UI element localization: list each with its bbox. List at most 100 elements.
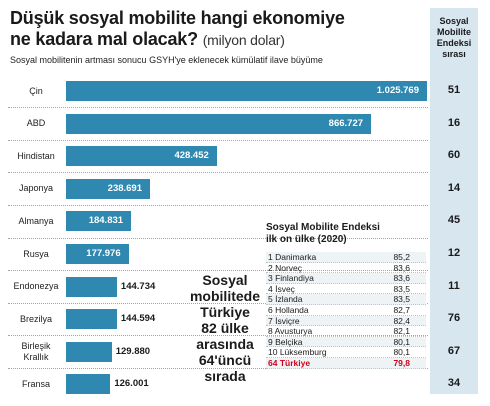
category-label: Rusya	[23, 248, 49, 259]
note-line: 64'üncü	[198, 352, 252, 368]
table-value: 82,7	[393, 304, 410, 315]
table-country: 64 Türkiye	[268, 357, 311, 368]
top10-table: 1 Danimarka 85,2 2 Norveç 83,6 3 Finlandiya 8…	[266, 252, 426, 369]
value-label: 126.001	[114, 378, 149, 390]
index-rank: 67	[447, 344, 461, 357]
bar	[66, 309, 117, 330]
category-label: Çin	[29, 85, 43, 96]
title-line-1: Düşük sosyal mobilite hangi ekonomiye	[10, 8, 345, 28]
table-value: 79,8	[393, 357, 410, 368]
table-value: 83,6	[393, 273, 410, 284]
category-label: Brezilya	[19, 313, 52, 324]
index-rank: 51	[447, 84, 461, 96]
row-separator	[8, 237, 428, 239]
category-label: Almanya	[18, 215, 54, 226]
category-label: ABD	[26, 118, 46, 129]
table-country: 7 İsviçre	[268, 315, 300, 326]
value-label: 866.727	[328, 117, 364, 129]
index-rank: 16	[447, 116, 461, 129]
table-country: 2 Norveç	[268, 262, 303, 273]
note-line: mobilitede	[189, 288, 260, 304]
title-line-2-text: ne kadara mal olacak?	[10, 29, 198, 49]
table-value: 82,4	[393, 315, 410, 326]
chart-title: Düşük sosyal mobilite hangi ekonomiye ne…	[10, 8, 425, 51]
table-row: 7 İsviçre 82,4	[266, 315, 426, 327]
table-row: 6 Hollanda 82,7	[266, 305, 426, 316]
table-value: 80,1	[393, 347, 410, 358]
category-label: Endonezya	[13, 281, 59, 292]
row-separator	[8, 270, 428, 272]
note-line: Sosyal	[202, 272, 248, 288]
top10-table-title: Sosyal Mobilite Endeksi ilk on ülke (202…	[266, 222, 416, 246]
index-rank: 45	[447, 214, 461, 227]
category-label: Japonya	[18, 183, 54, 194]
row-separator	[8, 302, 428, 304]
title-line-2: ne kadara mal olacak? (milyon dolar)	[10, 29, 425, 51]
table-country: 9 Belçika	[268, 336, 303, 347]
turkey-note: Sosyal mobilitede Türkiye 82 ülke arasın…	[185, 272, 265, 384]
row-separator	[8, 335, 428, 337]
index-rank: 12	[447, 247, 461, 259]
bar	[66, 113, 372, 134]
value-label: 184.831	[88, 215, 124, 227]
table-country: 4 İsveç	[268, 283, 295, 294]
chart-subtitle: Sosyal mobilitenin artması sonucu GSYH'y…	[10, 55, 323, 65]
note-line: arasında	[196, 336, 254, 352]
index-rank: 60	[447, 149, 461, 162]
category-label: Hindistan	[17, 150, 55, 161]
index-rank: 76	[447, 312, 461, 325]
category-label: Birleşik Krallık	[21, 340, 51, 362]
index-rank: 34	[447, 377, 461, 390]
table-row: 5 İzlanda 83,5	[266, 294, 426, 305]
bar	[66, 276, 117, 297]
value-label: 238.691	[107, 182, 142, 194]
index-header-line: Mobilite	[437, 27, 471, 37]
table-row: 3 Finlandiya 83,6	[266, 273, 426, 284]
row-separator	[8, 139, 428, 141]
index-column-background	[430, 8, 478, 394]
bar	[66, 244, 129, 264]
table-row: 10 Lüksemburg 80,1	[266, 347, 426, 358]
table-row: 1 Danimarka 85,2	[266, 252, 426, 263]
table-country: 5 İzlanda	[268, 294, 303, 305]
bar	[66, 211, 132, 232]
note-line: 82 ülke	[201, 320, 249, 336]
value-label: 428.452	[174, 150, 209, 162]
note-line: Türkiye	[200, 304, 250, 320]
value-label: 144.594	[120, 313, 156, 325]
table-country: 8 Avusturya	[268, 326, 313, 337]
bar	[66, 146, 217, 167]
table-country: 10 Lüksemburg	[268, 347, 327, 358]
table-value: 85,2	[393, 252, 410, 262]
table-value: 83,6	[393, 262, 410, 273]
table-country: 1 Danimarka	[268, 252, 317, 262]
bar	[66, 81, 427, 101]
table-row: 64 Türkiye 79,8	[266, 357, 426, 369]
table-row: 9 Belçika 80,1	[266, 336, 426, 348]
table-row: 4 İsveç 83,5	[266, 284, 426, 295]
value-label: 129.880	[115, 345, 151, 357]
value-label: 1.025.769	[376, 85, 419, 96]
row-separator	[8, 204, 428, 206]
index-rank: 14	[447, 181, 461, 194]
table-title-line: ilk on ülke (2020)	[266, 234, 347, 245]
index-header-line: Endeksi	[436, 38, 472, 48]
bar	[66, 341, 112, 362]
table-value: 82,1	[393, 326, 410, 337]
table-country: 3 Finlandiya	[268, 273, 314, 284]
table-row: 2 Norveç 83,6	[266, 263, 426, 274]
bar	[66, 178, 150, 199]
index-column-header: Sosyal Mobilite Endeksi sırası	[430, 16, 478, 60]
table-value: 83,5	[393, 283, 410, 294]
note-line: sırada	[204, 368, 246, 384]
bar	[66, 374, 111, 395]
row-separator	[8, 172, 428, 174]
table-value: 80,1	[393, 336, 410, 347]
value-label: 177.976	[86, 248, 121, 259]
table-title-line: Sosyal Mobilite Endeksi	[266, 222, 380, 233]
index-rank: 11	[448, 279, 460, 292]
index-header-line: sırası	[442, 49, 466, 59]
title-unit: (milyon dolar)	[202, 32, 285, 48]
table-value: 83,5	[393, 294, 410, 305]
category-label: Fransa	[21, 378, 50, 389]
